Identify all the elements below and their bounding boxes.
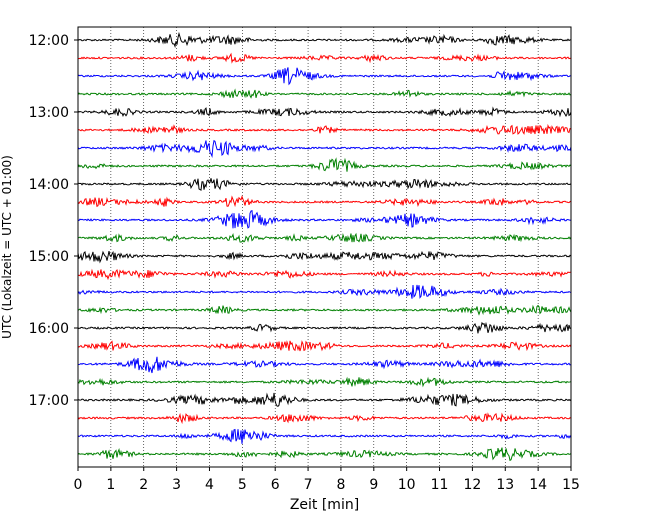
x-tick-label: 15 bbox=[562, 477, 580, 493]
y-axis: 12:00 13:00 14:00 15:00 16:00 17:00 bbox=[29, 33, 78, 409]
trace-line bbox=[77, 67, 572, 86]
x-tick-label: 10 bbox=[398, 477, 416, 493]
trace-line bbox=[77, 284, 572, 299]
trace-line bbox=[77, 250, 572, 264]
trace-line bbox=[77, 268, 571, 281]
y-tick-label: 12:00 bbox=[29, 33, 69, 49]
x-tick-label: 12 bbox=[463, 477, 481, 493]
x-tick-label: 14 bbox=[529, 477, 547, 493]
x-tick-label: 6 bbox=[271, 477, 280, 493]
trace-line bbox=[77, 447, 572, 462]
trace-line bbox=[77, 123, 572, 135]
y-tick-label: 14:00 bbox=[29, 177, 69, 193]
trace-line bbox=[77, 356, 572, 374]
trace-line bbox=[77, 428, 572, 444]
y-tick-label: 17:00 bbox=[29, 393, 69, 409]
x-tick-label: 5 bbox=[238, 477, 247, 493]
trace-line bbox=[77, 232, 572, 243]
trace-line bbox=[77, 88, 572, 99]
trace-line bbox=[77, 195, 572, 208]
x-tick-label: 8 bbox=[336, 477, 345, 493]
x-axis-label: Zeit [min] bbox=[290, 497, 359, 513]
x-tick-label: 1 bbox=[106, 477, 115, 493]
trace-line bbox=[77, 340, 572, 352]
trace-line bbox=[77, 304, 572, 316]
x-tick-label: 2 bbox=[139, 477, 148, 493]
x-tick-label: 9 bbox=[369, 477, 378, 493]
x-tick-label: 0 bbox=[74, 477, 83, 493]
x-tick-label: 13 bbox=[496, 477, 514, 493]
trace-line bbox=[77, 209, 572, 229]
trace-line bbox=[77, 139, 572, 158]
y-tick-label: 16:00 bbox=[29, 321, 69, 337]
trace-line bbox=[77, 178, 572, 191]
trace-line bbox=[77, 376, 572, 388]
x-tick-label: 7 bbox=[304, 477, 313, 493]
x-tick-label: 4 bbox=[205, 477, 214, 493]
x-tick-label: 11 bbox=[431, 477, 449, 493]
y-tick-label: 15:00 bbox=[29, 249, 69, 265]
trace-line bbox=[77, 31, 572, 49]
y-axis-label: UTC (Lokalzeit = UTC + 01:00) bbox=[0, 155, 14, 339]
trace-line bbox=[77, 412, 572, 425]
trace-line bbox=[77, 321, 572, 334]
trace-line bbox=[77, 106, 572, 118]
plot-frame bbox=[77, 26, 572, 468]
y-tick-label: 13:00 bbox=[29, 105, 69, 121]
x-tick-label: 3 bbox=[172, 477, 181, 493]
trace-line bbox=[77, 392, 572, 407]
trace-line bbox=[77, 52, 572, 64]
x-axis: 0 1 2 3 4 5 6 7 8 9 10 11 12 13 14 15 bbox=[74, 467, 580, 493]
trace-group bbox=[77, 31, 572, 462]
grid-lines bbox=[110, 27, 539, 467]
trace-line bbox=[77, 157, 572, 172]
